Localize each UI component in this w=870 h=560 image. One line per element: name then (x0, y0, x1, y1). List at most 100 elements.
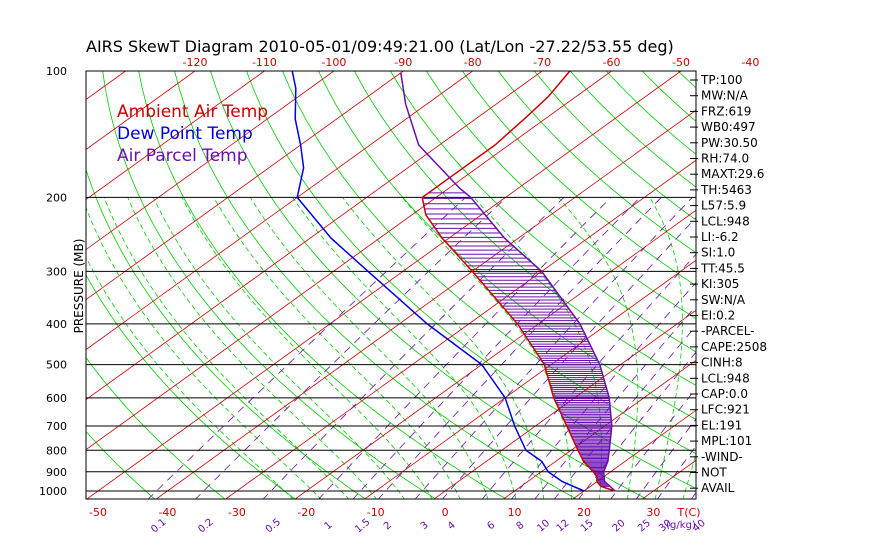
dry-adiabat-line (174, 71, 578, 499)
stat-item: -WIND- (701, 450, 743, 464)
stat-item: FRZ:619 (701, 104, 751, 118)
bottom-temp-tick: -40 (158, 506, 176, 519)
mixing-ratio-tick: 0.1 (149, 517, 168, 536)
pressure-tick-label: 800 (46, 444, 67, 457)
pressure-tick-label: 200 (46, 191, 67, 204)
mixing-ratio-line (262, 197, 565, 499)
dry-adiabat-line (86, 356, 226, 499)
mixing-ratio-line (352, 197, 641, 499)
mixing-ratio-tick: 8 (515, 520, 527, 533)
moist-adiabats (86, 197, 696, 499)
dry-adiabat-line (425, 71, 696, 320)
stat-item: MPL:101 (701, 434, 752, 448)
dry-adiabat-line (102, 71, 437, 499)
pressure-tick-label: 900 (46, 466, 67, 479)
legend-entry: Air Parcel Temp (117, 146, 248, 166)
isotherm-line (0, 71, 56, 500)
stat-item: -PARCEL- (701, 324, 755, 338)
stat-item: CAPE:2508 (701, 340, 767, 354)
stat-item: TT:45.5 (700, 261, 745, 275)
stat-item: KI:305 (701, 277, 739, 291)
moist-adiabat-line (292, 197, 517, 499)
mixing-ratio-tick: 25 (636, 518, 653, 535)
moist-adiabat-line (86, 256, 294, 499)
stat-item: MAXT:29.6 (701, 167, 764, 181)
top-temp-tick: -120 (183, 56, 208, 69)
dew-point-line (291, 71, 585, 492)
mixing-ratio-tick: 4 (446, 520, 458, 533)
legend-entry: Dew Point Temp (117, 124, 253, 144)
isotherm-line (86, 71, 612, 451)
dry-adiabat-line (86, 430, 156, 499)
mixing-ratio-tick: 1 (323, 520, 335, 533)
stat-item: EI:0.2 (701, 309, 735, 323)
isotherm-line (780, 71, 870, 500)
pressure-tick-label: 300 (46, 265, 67, 278)
dry-adiabat-line (354, 71, 696, 386)
isotherm-line (86, 71, 543, 401)
pressure-tick-label: 600 (46, 392, 67, 405)
mixing-ratio-line (610, 387, 696, 499)
mixing-ratio-line (553, 325, 696, 499)
isotherm-line (225, 159, 696, 499)
isotherm-line (572, 409, 696, 499)
isotherm-line (363, 259, 696, 499)
isotherm-line (294, 209, 696, 499)
moist-adiabat-line (558, 197, 639, 499)
top-temp-tick: -80 (464, 56, 482, 69)
top-temp-tick: -60 (603, 56, 621, 69)
dry-adiabat-line (138, 71, 507, 499)
bottom-temp-tick: 20 (577, 506, 591, 519)
isotherm-line (86, 71, 196, 151)
bottom-temp-tick: 0 (442, 506, 449, 519)
bottom-temp-tick: -20 (297, 506, 315, 519)
bottom-temp-tick: -50 (89, 506, 107, 519)
mixing-ratio-line (147, 197, 466, 499)
bottom-temp-tick: -30 (228, 506, 246, 519)
pressure-tick-label: 100 (46, 65, 67, 78)
bottom-temp-tick: 30 (646, 506, 660, 519)
stat-item: CINH:8 (701, 356, 743, 370)
stat-item: LFC:921 (701, 403, 750, 417)
dry-adiabat-line (858, 71, 870, 500)
moist-adiabat-line (682, 452, 696, 499)
mixing-ratio-line (656, 445, 696, 499)
mixing-ratio-line (635, 418, 696, 499)
mixing-ratio-line (318, 197, 612, 499)
mixing-ratio-tick: 0.5 (264, 517, 283, 536)
moist-adiabat-line (401, 197, 572, 499)
x-axis-label-mixing-ratio: (g/kg) (666, 520, 696, 531)
moist-adiabat-line (249, 197, 489, 499)
dry-adiabat-line (390, 71, 696, 353)
mixing-ratio-line (481, 253, 696, 499)
mixing-ratio-tick: 0.2 (196, 517, 215, 536)
pressure-tick-label: 500 (46, 359, 67, 372)
mixing-ratio-tick: 15 (579, 518, 596, 535)
mixing-ratio-line (511, 282, 696, 499)
legend-entry: Ambient Air Temp (117, 102, 268, 122)
moist-adiabat-line (649, 197, 683, 499)
pressure-tick-label: 400 (46, 318, 67, 331)
bottom-temp-tick: -10 (367, 506, 385, 519)
mixing-ratio-tick: 3 (419, 520, 431, 533)
mixing-ratio-line (534, 305, 696, 499)
dry-adiabat-line (318, 71, 696, 420)
stat-item: PW:30.50 (701, 136, 758, 150)
mixing-ratio-line (414, 197, 693, 499)
mixing-ratio-line (442, 217, 696, 499)
dry-adiabat-line (86, 168, 367, 499)
pressure-tick-label: 1000 (39, 485, 67, 498)
stat-item: EL:191 (701, 418, 742, 432)
dry-adiabat-line (822, 71, 870, 500)
stat-item: SI:1.0 (701, 246, 735, 260)
moist-adiabat-line (153, 197, 405, 499)
moist-adiabat-line (342, 197, 545, 499)
pressure-tick-labels: 100 200 300 400 500 600 700 800 900 1000 (39, 65, 67, 498)
isotherm-line (86, 71, 335, 251)
top-temp-tick: -50 (672, 56, 690, 69)
moist-adiabat-line (103, 197, 350, 499)
y-axis-label: PRESSURE (MB) (72, 239, 86, 334)
pressure-tick-label: 700 (46, 420, 67, 433)
